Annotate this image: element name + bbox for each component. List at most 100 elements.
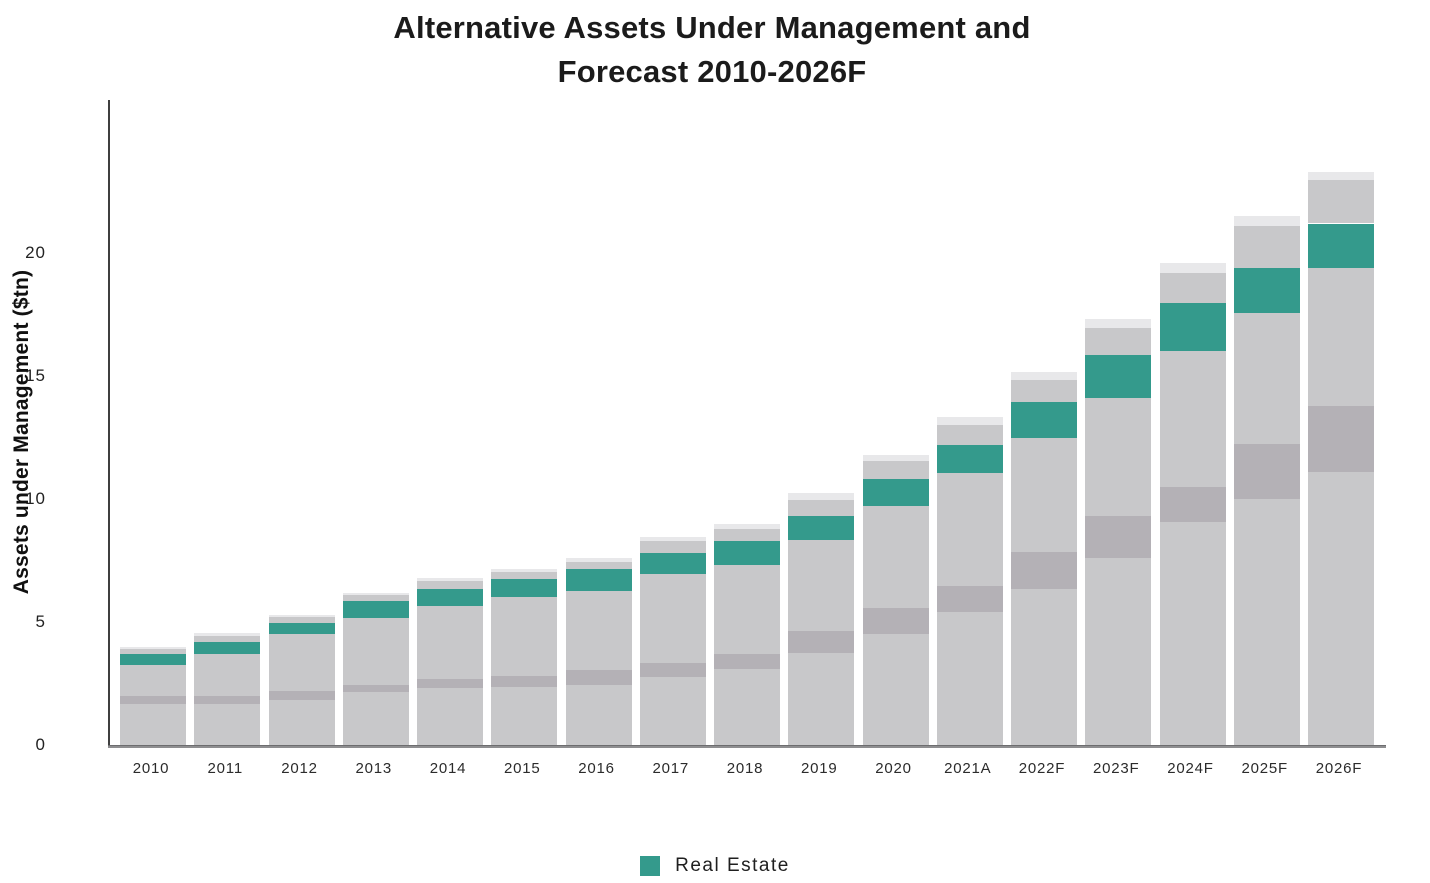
bar-segment-segment-3-gray-middle: [417, 606, 483, 679]
bar-segment-real-estate: [1233, 267, 1300, 314]
x-tick-label-2015: 2015: [503, 760, 541, 777]
bar-segment-segment-1-gray-bottom: [120, 704, 186, 745]
bar-segment-segment-1-gray-bottom: [862, 634, 929, 745]
bar-segment-segment-5-gray-upper: [1233, 225, 1300, 268]
bar-2017: [639, 537, 706, 745]
bar-segment-segment-3-gray-middle: [1233, 313, 1300, 444]
bar-2019: [788, 492, 855, 745]
bar-segment-segment-3-gray-middle: [1308, 267, 1374, 406]
bar-2026F: [1308, 171, 1374, 745]
bar-segment-segment-3-gray-middle: [714, 565, 780, 654]
bar-segment-segment-5-gray-upper: [565, 561, 632, 570]
bar-segment-segment-1-gray-bottom: [788, 652, 855, 745]
bar-segment-segment-3-gray-middle: [788, 539, 855, 631]
bar-segment-real-estate: [1308, 223, 1374, 268]
bar-segment-segment-5-gray-upper: [1159, 272, 1226, 304]
bar-segment-segment-5-gray-upper: [788, 500, 855, 517]
bar-segment-segment-5-gray-upper: [268, 617, 335, 624]
bar-segment-segment-2-dark-gray-band: [788, 630, 855, 653]
bar-segment-segment-6-pale-gray-cap: [194, 633, 261, 636]
bar-segment-segment-2-dark-gray-band: [639, 662, 706, 678]
bar-2021A: [936, 416, 1003, 745]
bar-2014: [417, 577, 483, 745]
bar-segment-segment-2-dark-gray-band: [714, 654, 780, 669]
bar-segment-segment-5-gray-upper: [342, 594, 409, 602]
bar-segment-real-estate: [1159, 303, 1226, 352]
bar-segment-segment-5-gray-upper: [1085, 328, 1152, 356]
bar-2012: [268, 614, 335, 745]
bar-2023F: [1085, 319, 1152, 745]
bar-segment-segment-6-pale-gray-cap: [417, 577, 483, 582]
bar-segment-segment-5-gray-upper: [936, 425, 1003, 445]
bar-2018: [714, 523, 780, 745]
bar-segment-real-estate: [417, 588, 483, 607]
bar-segment-segment-6-pale-gray-cap: [120, 646, 186, 650]
bar-segment-segment-6-pale-gray-cap: [1011, 372, 1077, 380]
bar-segment-segment-5-gray-upper: [120, 649, 186, 654]
x-tick-label-2011: 2011: [207, 760, 243, 777]
bar-segment-segment-6-pale-gray-cap: [268, 614, 335, 618]
bar-segment-segment-6-pale-gray-cap: [1308, 171, 1374, 181]
x-tick-label-2013: 2013: [355, 760, 393, 777]
legend-swatch-real-estate: [640, 856, 661, 876]
x-tick-label-2026F: 2026F: [1315, 760, 1363, 777]
bar-segment-segment-3-gray-middle: [491, 597, 558, 677]
bar-segment-segment-1-gray-bottom: [639, 677, 706, 745]
bar-segment-real-estate: [342, 601, 409, 619]
bar-segment-segment-3-gray-middle: [1011, 437, 1077, 552]
x-tick-label-2014: 2014: [429, 760, 467, 777]
legend-label-real-estate: Real Estate: [675, 855, 790, 876]
bar-2015: [491, 569, 558, 745]
chart-title-line2: Forecast 2010-2026F: [557, 54, 867, 89]
bar-segment-segment-2-dark-gray-band: [268, 690, 335, 700]
x-tick-label-2025F: 2025F: [1241, 760, 1289, 777]
bar-segment-real-estate: [714, 540, 780, 566]
bar-segment-segment-6-pale-gray-cap: [565, 558, 632, 562]
bar-segment-segment-6-pale-gray-cap: [342, 592, 409, 595]
bar-segment-segment-1-gray-bottom: [268, 699, 335, 745]
x-tick-label-2020: 2020: [875, 760, 912, 777]
bar-segment-segment-5-gray-upper: [491, 571, 558, 579]
bar-segment-segment-3-gray-middle: [1085, 398, 1152, 517]
bar-segment-segment-3-gray-middle: [936, 473, 1003, 587]
bar-segment-real-estate: [120, 654, 186, 666]
bar-segment-real-estate: [1085, 355, 1152, 399]
bar-segment-segment-6-pale-gray-cap: [1085, 319, 1152, 329]
bar-segment-segment-3-gray-middle: [565, 591, 632, 670]
bar-segment-segment-6-pale-gray-cap: [639, 537, 706, 541]
bar-segment-real-estate: [565, 569, 632, 592]
y-tick-label-20: 20: [25, 243, 46, 262]
x-tick-label-2019: 2019: [800, 760, 838, 777]
bar-segment-segment-6-pale-gray-cap: [491, 569, 558, 572]
bar-segment-segment-5-gray-upper: [1011, 379, 1077, 402]
bar-segment-segment-1-gray-bottom: [1308, 471, 1374, 745]
bar-segment-segment-2-dark-gray-band: [342, 684, 409, 693]
bar-segment-segment-1-gray-bottom: [1085, 558, 1152, 745]
x-tick-label-2024F: 2024F: [1167, 760, 1214, 777]
bar-segment-segment-3-gray-middle: [268, 634, 335, 691]
bar-segment-segment-1-gray-bottom: [936, 612, 1003, 745]
bar-segment-segment-5-gray-upper: [417, 581, 483, 589]
bar-segment-segment-5-gray-upper: [1308, 180, 1374, 224]
bar-segment-segment-1-gray-bottom: [491, 687, 558, 745]
x-tick-label-2016: 2016: [578, 760, 615, 777]
bar-segment-segment-1-gray-bottom: [417, 688, 483, 745]
x-tick-label-2017: 2017: [652, 760, 690, 777]
bar-segment-segment-2-dark-gray-band: [862, 608, 929, 635]
bar-2025F: [1233, 216, 1300, 745]
bar-2022F: [1011, 372, 1077, 745]
bar-segment-segment-2-dark-gray-band: [194, 695, 261, 705]
x-tick-label-2010: 2010: [132, 760, 170, 777]
bar-2011: [194, 633, 261, 745]
bar-segment-segment-5-gray-upper: [194, 635, 261, 642]
bar-2013: [342, 592, 409, 745]
bar-segment-segment-6-pale-gray-cap: [714, 523, 780, 529]
bar-segment-segment-6-pale-gray-cap: [862, 454, 929, 461]
bar-segment-segment-3-gray-middle: [862, 506, 929, 609]
y-tick-label-10: 10: [25, 489, 46, 508]
bar-segment-real-estate: [194, 641, 261, 654]
bar-segment-segment-6-pale-gray-cap: [1233, 216, 1300, 226]
bar-segment-segment-6-pale-gray-cap: [1159, 262, 1226, 273]
bar-segment-segment-5-gray-upper: [639, 540, 706, 554]
